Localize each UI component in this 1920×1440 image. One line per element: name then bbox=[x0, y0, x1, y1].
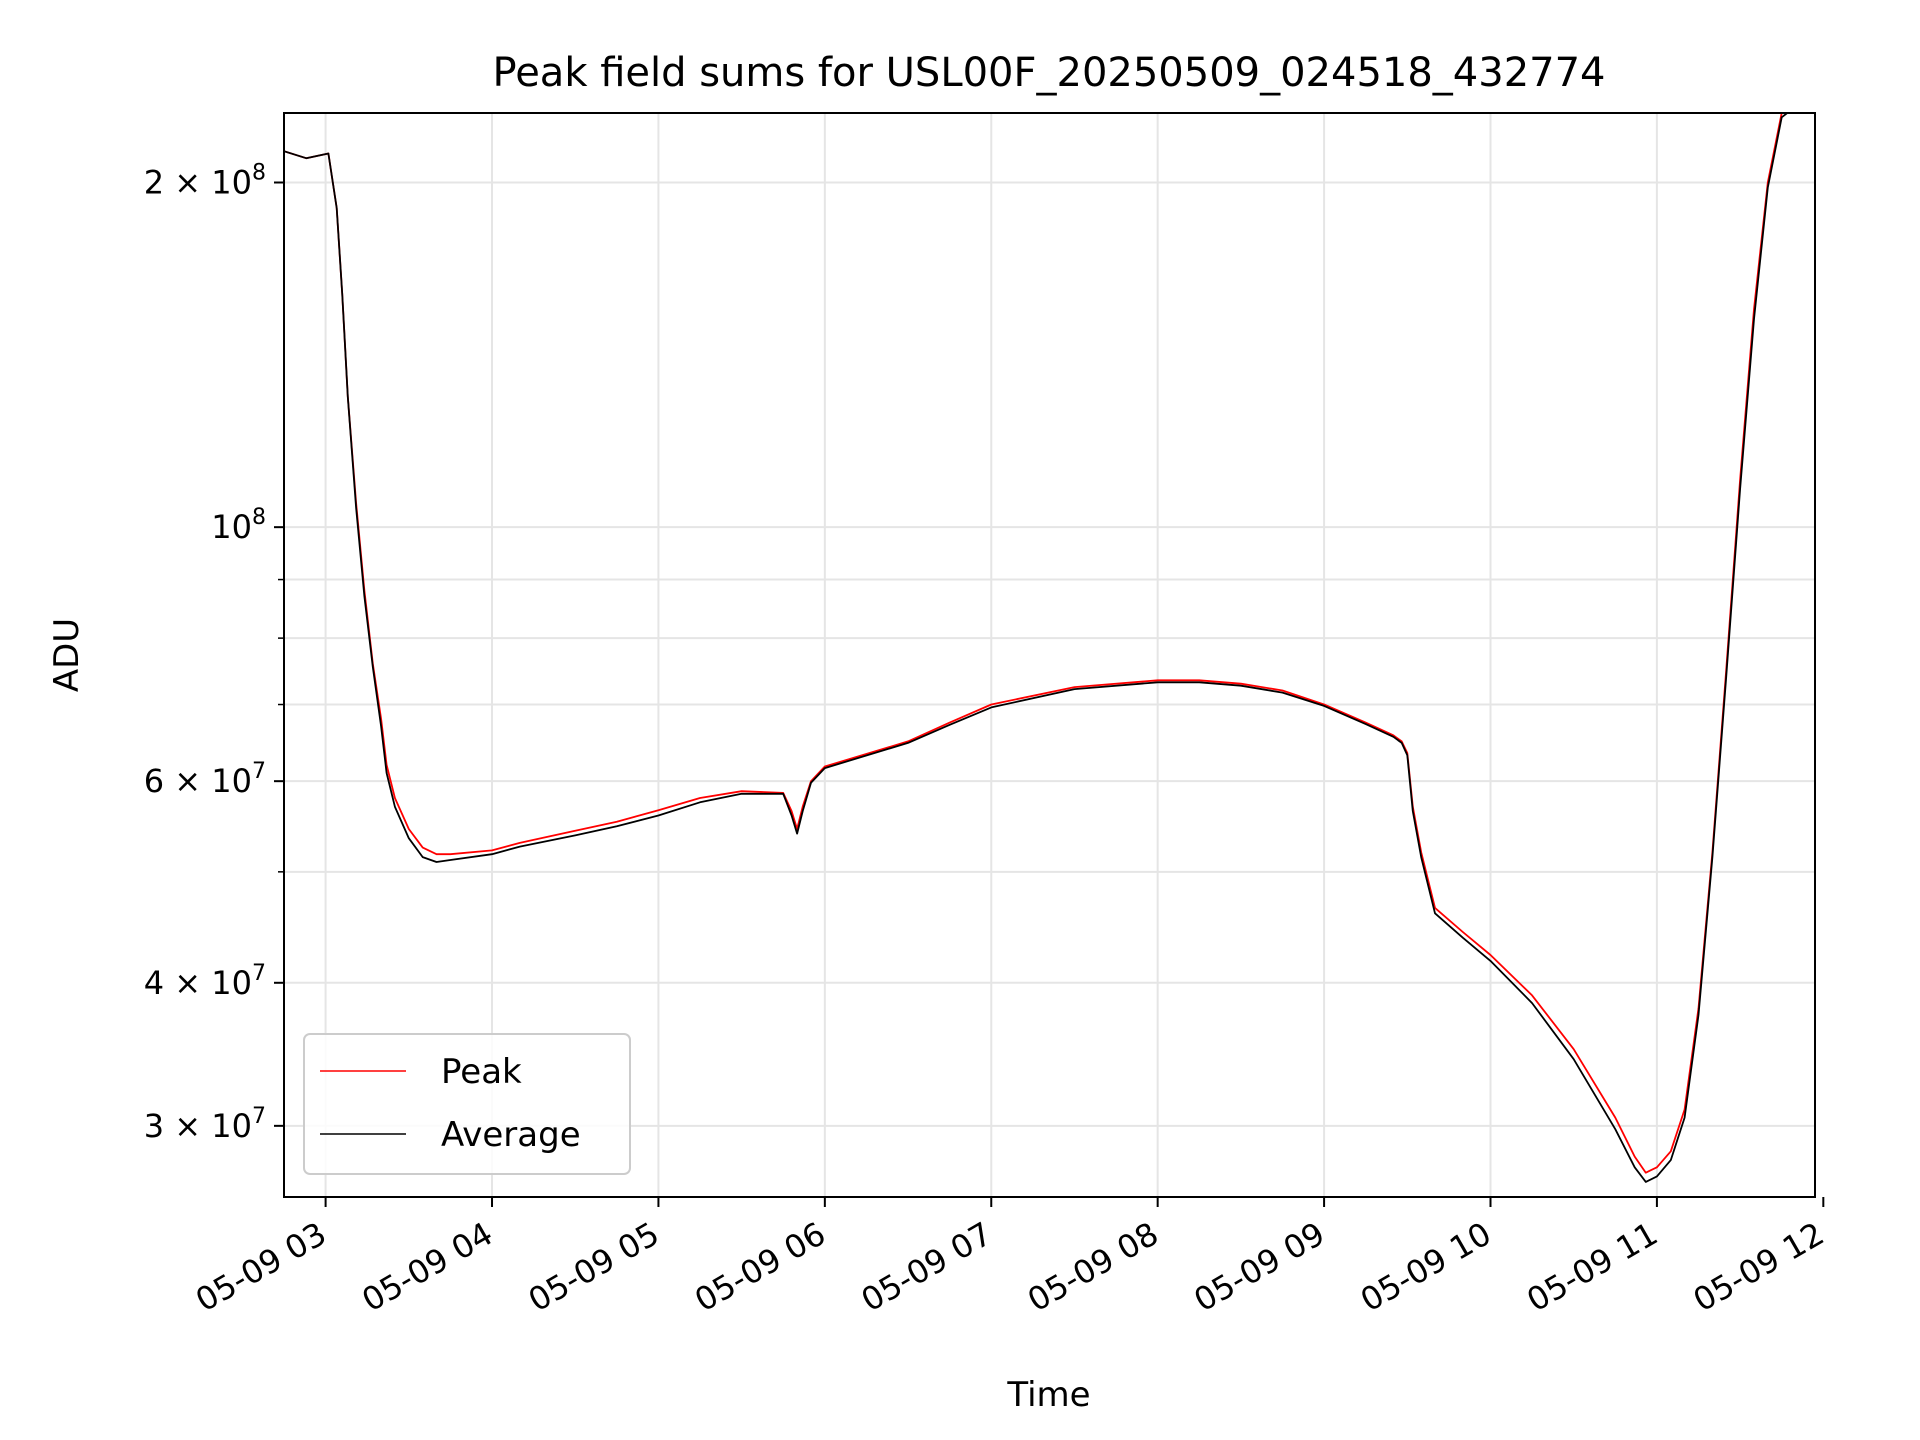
y-tick-label: 108 bbox=[211, 505, 266, 546]
y-axis-label: ADU bbox=[47, 618, 87, 692]
series-layer bbox=[284, 113, 1789, 1183]
legend-label-average: Average bbox=[441, 1115, 581, 1155]
plot-area-frame bbox=[283, 112, 1816, 1198]
y-tick-label: 2 × 108 bbox=[144, 160, 266, 201]
legend-label-peak: Peak bbox=[441, 1052, 522, 1092]
y-axis: 3 × 107 4 × 107 6 × 107 108 2 × 108 bbox=[144, 160, 284, 1145]
series-line-average bbox=[284, 113, 1789, 1183]
chart-title: Peak field sums for USL00F_20250509_0245… bbox=[493, 50, 1606, 96]
grid bbox=[284, 113, 1815, 1197]
legend: Peak Average bbox=[303, 1033, 631, 1175]
series-line-peak bbox=[284, 113, 1784, 1174]
x-axis-label: Time bbox=[1006, 1375, 1090, 1415]
y-tick-label: 3 × 107 bbox=[144, 1104, 266, 1145]
y-tick-label: 6 × 107 bbox=[144, 759, 266, 800]
legend-box bbox=[303, 1033, 631, 1175]
y-tick-label: 4 × 107 bbox=[144, 961, 266, 1002]
